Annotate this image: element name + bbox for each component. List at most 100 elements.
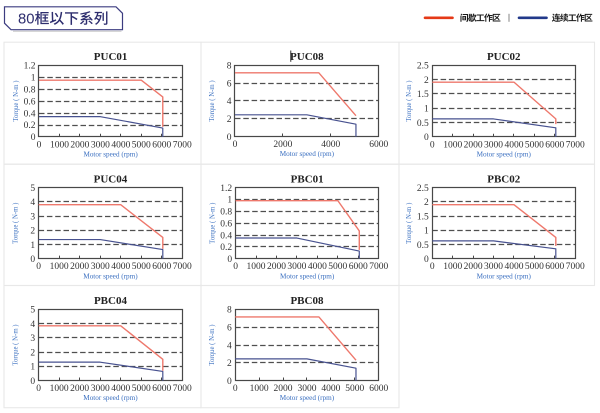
svg-text:5000: 5000: [525, 262, 544, 272]
svg-text:3000: 3000: [484, 140, 503, 150]
svg-text:2: 2: [227, 115, 232, 125]
svg-text:0: 0: [36, 262, 41, 272]
svg-text:0.5: 0.5: [417, 119, 429, 129]
svg-text:0.4: 0.4: [220, 231, 232, 241]
svg-text:0.8: 0.8: [24, 85, 36, 95]
svg-text:7000: 7000: [369, 262, 388, 272]
svg-text:7000: 7000: [173, 140, 192, 150]
svg-text:2000: 2000: [70, 262, 89, 272]
svg-text:0: 0: [227, 133, 232, 143]
svg-text:0.5: 0.5: [417, 241, 429, 251]
svg-text:0: 0: [233, 140, 238, 150]
svg-text:2: 2: [424, 198, 429, 208]
svg-text:Motor speed (rpm): Motor speed (rpm): [83, 394, 138, 402]
svg-text:0.8: 0.8: [220, 208, 232, 218]
svg-text:3000: 3000: [91, 384, 110, 394]
svg-text:3000: 3000: [91, 140, 110, 150]
svg-text:0.6: 0.6: [220, 219, 232, 229]
svg-text:3000: 3000: [297, 384, 316, 394]
svg-text:Motor speed (rpm): Motor speed (rpm): [83, 151, 138, 159]
svg-text:0: 0: [424, 255, 429, 265]
svg-text:0: 0: [233, 384, 238, 394]
svg-text:0: 0: [430, 140, 435, 150]
svg-text:Motor speed (rpm): Motor speed (rpm): [477, 151, 532, 159]
svg-text:Torque ( N-m ): Torque ( N-m ): [209, 203, 216, 244]
svg-text:2000: 2000: [464, 140, 483, 150]
svg-text:1000: 1000: [443, 140, 462, 150]
svg-text:2.5: 2.5: [417, 184, 429, 194]
svg-text:1000: 1000: [443, 262, 462, 272]
svg-text:4: 4: [227, 341, 232, 351]
svg-text:Torque ( N-m ): Torque ( N-m ): [13, 80, 20, 121]
svg-text:PUC04: PUC04: [94, 173, 128, 185]
svg-text:PBC08: PBC08: [290, 295, 324, 307]
svg-text:2000: 2000: [70, 140, 89, 150]
svg-text:1000: 1000: [250, 384, 269, 394]
svg-text:5000: 5000: [132, 262, 151, 272]
svg-text:0: 0: [36, 384, 41, 394]
svg-text:3000: 3000: [484, 262, 503, 272]
svg-text:6000: 6000: [369, 384, 388, 394]
svg-text:0: 0: [227, 377, 232, 387]
svg-text:5: 5: [30, 306, 35, 316]
svg-text:Torque ( N-m ): Torque ( N-m ): [12, 203, 19, 244]
svg-text:PBC01: PBC01: [291, 173, 324, 185]
svg-text:4: 4: [30, 320, 35, 330]
svg-text:1: 1: [227, 196, 232, 206]
svg-text:6000: 6000: [545, 262, 564, 272]
svg-text:1.5: 1.5: [417, 212, 429, 222]
svg-text:0: 0: [30, 377, 35, 387]
svg-text:5000: 5000: [132, 384, 151, 394]
svg-text:0.2: 0.2: [24, 121, 36, 131]
svg-text:3000: 3000: [91, 262, 110, 272]
svg-text:4: 4: [227, 97, 232, 107]
svg-text:Torque ( N-m ): Torque ( N-m ): [209, 80, 216, 121]
svg-text:5000: 5000: [132, 140, 151, 150]
svg-text:PUC02: PUC02: [487, 51, 521, 63]
svg-text:4: 4: [30, 198, 35, 208]
svg-text:1000: 1000: [50, 262, 69, 272]
svg-text:5: 5: [30, 184, 35, 194]
svg-text:2: 2: [227, 359, 232, 369]
svg-text:6: 6: [227, 79, 232, 89]
svg-text:4000: 4000: [111, 262, 130, 272]
svg-text:2000: 2000: [267, 262, 286, 272]
svg-text:2000: 2000: [464, 262, 483, 272]
svg-text:4000: 4000: [321, 384, 340, 394]
svg-text:6000: 6000: [369, 140, 388, 150]
svg-text:3: 3: [30, 212, 35, 222]
svg-text:1: 1: [424, 104, 429, 114]
svg-text:7000: 7000: [566, 140, 585, 150]
svg-text:0: 0: [430, 262, 435, 272]
svg-text:2.5: 2.5: [417, 61, 429, 71]
svg-text:Motor speed (rpm): Motor speed (rpm): [280, 272, 335, 280]
svg-text:2: 2: [424, 76, 429, 86]
svg-text:6000: 6000: [349, 262, 368, 272]
svg-text:4000: 4000: [111, 140, 130, 150]
svg-text:PBC04: PBC04: [94, 295, 128, 307]
svg-text:3000: 3000: [287, 262, 306, 272]
svg-text:1.2: 1.2: [220, 184, 232, 194]
svg-text:2: 2: [30, 348, 35, 358]
svg-text:Motor speed (rpm): Motor speed (rpm): [280, 150, 335, 158]
svg-text:0: 0: [37, 140, 42, 150]
svg-text:0: 0: [30, 255, 35, 265]
svg-text:1000: 1000: [247, 262, 266, 272]
svg-text:1: 1: [424, 227, 429, 237]
svg-text:4000: 4000: [321, 140, 340, 150]
svg-text:1: 1: [30, 363, 35, 373]
svg-text:0.4: 0.4: [24, 109, 36, 119]
svg-text:6: 6: [227, 323, 232, 333]
svg-text:1000: 1000: [50, 384, 69, 394]
svg-text:6000: 6000: [152, 140, 171, 150]
svg-text:Torque ( N-m ): Torque ( N-m ): [406, 203, 413, 244]
svg-text:80: 80: [18, 12, 34, 28]
svg-text:4000: 4000: [504, 262, 523, 272]
svg-text:7000: 7000: [566, 262, 585, 272]
svg-text:Motor speed (rpm): Motor speed (rpm): [280, 394, 335, 402]
svg-text:1.2: 1.2: [24, 61, 36, 71]
svg-text:0: 0: [424, 133, 429, 143]
svg-text:0: 0: [227, 255, 232, 265]
svg-text:PBC02: PBC02: [487, 173, 521, 185]
svg-text:0: 0: [233, 262, 238, 272]
